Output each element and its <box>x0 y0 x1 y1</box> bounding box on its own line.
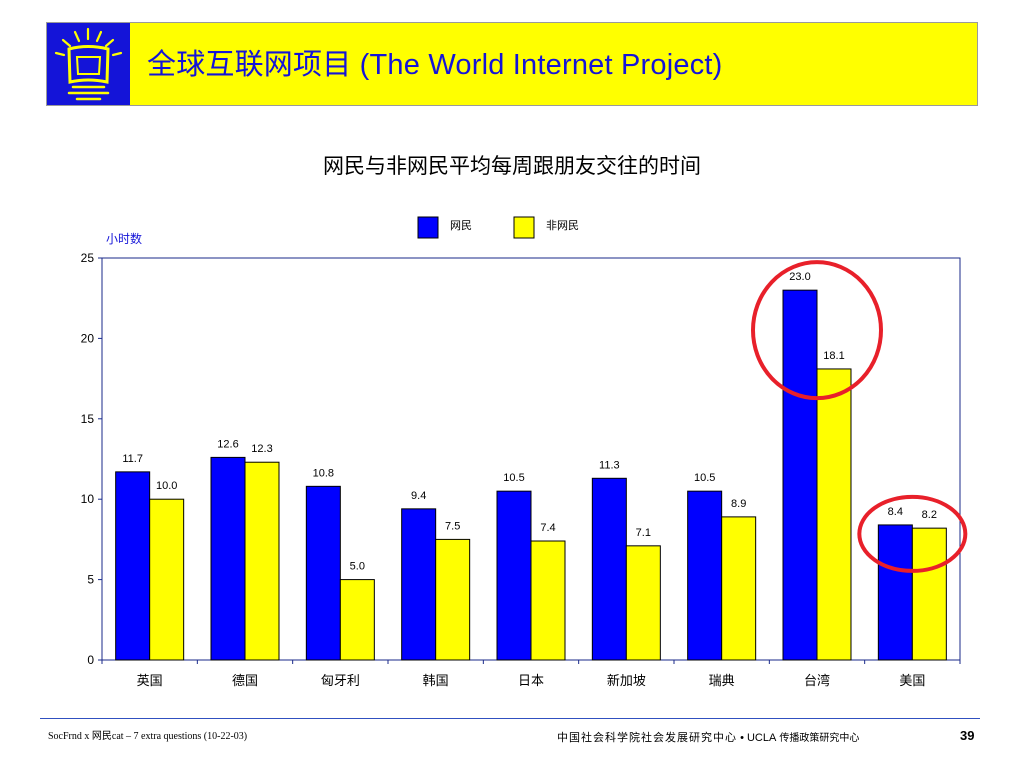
data-label: 5.0 <box>350 561 365 573</box>
data-label: 8.9 <box>731 498 746 510</box>
y-tick-label: 5 <box>87 573 94 587</box>
world-internet-project-logo <box>47 23 130 105</box>
y-tick-label: 0 <box>87 653 94 667</box>
bar <box>877 524 913 661</box>
data-label: 8.4 <box>888 506 903 518</box>
data-label: 11.3 <box>599 459 620 471</box>
footer-org-ucla: UCLA <box>746 732 777 744</box>
footer-organizations: 中国社会科学院社会发展研究中心 • UCLA 传播政策研究中心 <box>557 729 859 745</box>
legend-swatch-non-internet <box>513 216 535 239</box>
x-tick-label: 英国 <box>137 674 163 689</box>
bar <box>591 477 627 661</box>
highlight-circle <box>751 260 883 401</box>
x-tick-label: 瑞典 <box>709 674 735 689</box>
bar <box>911 527 947 661</box>
bar <box>435 538 471 661</box>
y-tick-label: 20 <box>81 331 95 345</box>
data-label: 10.5 <box>503 472 524 484</box>
logo-monitor-icon <box>54 27 123 101</box>
y-tick-label: 25 <box>81 251 95 265</box>
legend-label-internet: 网民 <box>450 219 472 232</box>
x-tick-label: 日本 <box>518 674 544 689</box>
x-tick-label: 德国 <box>232 674 258 689</box>
y-axis-label: 小时数 <box>106 231 142 246</box>
data-label: 7.1 <box>636 527 651 539</box>
data-label: 12.3 <box>251 443 272 455</box>
bar <box>401 508 437 661</box>
data-label: 23.0 <box>789 271 810 283</box>
footer-org-cass: 中国社会科学院社会发展研究中心 <box>557 731 737 744</box>
bar <box>687 490 723 661</box>
data-label: 11.7 <box>122 453 143 465</box>
data-label: 9.4 <box>411 490 426 502</box>
page-title: 全球互联网项目 (The World Internet Project) <box>147 49 723 81</box>
bar <box>149 498 185 661</box>
data-label: 10.5 <box>694 472 715 484</box>
bar <box>721 516 757 661</box>
bar <box>244 461 280 661</box>
legend-label-non-internet: 非网民 <box>546 219 579 232</box>
data-label: 7.4 <box>540 522 555 534</box>
bar <box>530 540 566 661</box>
x-tick-label: 新加坡 <box>607 673 646 689</box>
legend-swatch-internet <box>417 216 439 239</box>
highlight-circle <box>857 494 968 573</box>
data-label: 10.8 <box>313 467 334 479</box>
bar <box>496 490 532 661</box>
page-number: 39 <box>960 728 975 743</box>
bar <box>782 289 818 661</box>
bar <box>305 485 341 661</box>
bar <box>625 545 661 661</box>
bar <box>115 471 151 661</box>
footer-separator: • <box>740 732 744 744</box>
chart-title: 网民与非网民平均每周跟朋友交往的时间 <box>323 154 701 178</box>
data-label: 7.5 <box>445 520 460 532</box>
footer-org-ucla-center: 传播政策研究中心 <box>779 733 860 744</box>
data-label: 12.6 <box>217 438 238 450</box>
x-tick-label: 台湾 <box>804 673 830 689</box>
footer-divider <box>40 718 980 719</box>
bar <box>210 456 246 661</box>
data-label: 8.2 <box>922 509 937 521</box>
y-tick-label: 15 <box>81 412 95 426</box>
x-tick-label: 匈牙利 <box>321 674 360 689</box>
bar <box>339 579 375 661</box>
title-banner: 全球互联网项目 (The World Internet Project) <box>46 22 978 106</box>
x-tick-label: 美国 <box>899 674 925 689</box>
x-tick-label: 韩国 <box>423 674 449 689</box>
data-label: 10.0 <box>156 480 177 492</box>
y-tick-label: 10 <box>81 492 95 506</box>
footer-source-note: SocFrnd x 网民cat – 7 extra questions (10-… <box>48 731 248 742</box>
bar <box>816 368 852 661</box>
data-label: 18.1 <box>823 350 844 362</box>
